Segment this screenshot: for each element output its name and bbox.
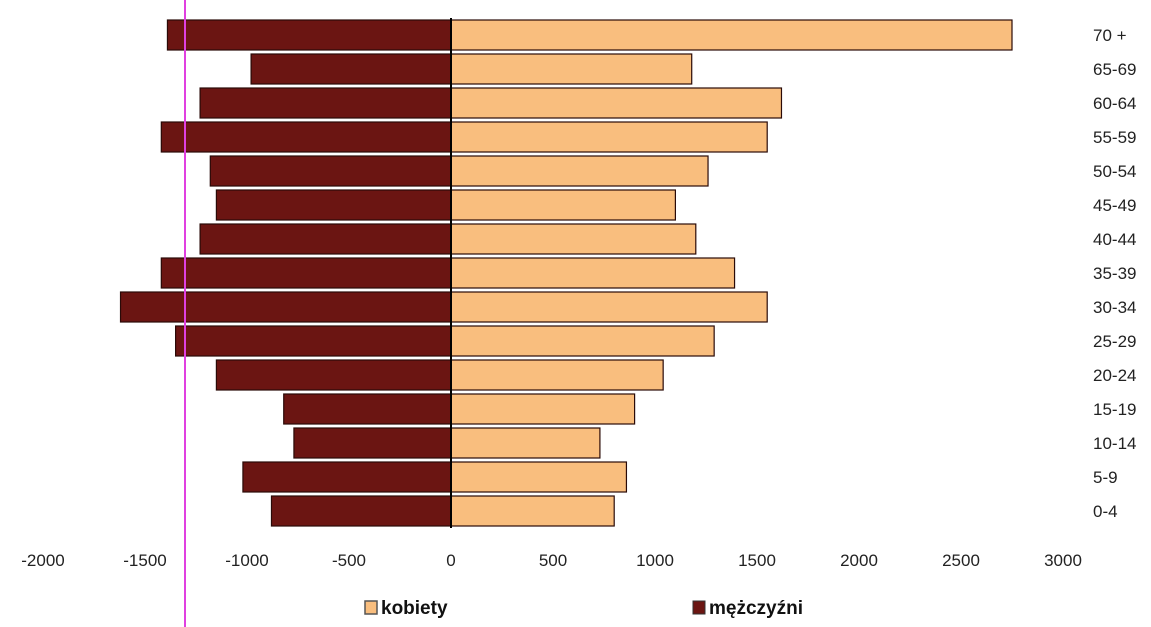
bar-mezczyzni-9 bbox=[175, 325, 452, 357]
bar-mezczyzni-7 bbox=[160, 257, 452, 289]
bar-mezczyzni-0 bbox=[166, 19, 452, 51]
category-label-2: 60-64 bbox=[1093, 94, 1136, 113]
bar-mezczyzni-11 bbox=[283, 393, 452, 425]
category-label-4: 50-54 bbox=[1093, 162, 1136, 181]
category-label-13: 5-9 bbox=[1093, 468, 1118, 487]
bar-mezczyzni-2 bbox=[199, 87, 452, 119]
bar-mezczyzni-10 bbox=[215, 359, 452, 391]
x-tick-label-0: -2000 bbox=[21, 551, 64, 570]
x-tick-label-4: 0 bbox=[446, 551, 455, 570]
x-tick-label-7: 1500 bbox=[738, 551, 776, 570]
x-tick-label-2: -1000 bbox=[225, 551, 268, 570]
x-tick-label-5: 500 bbox=[539, 551, 567, 570]
category-label-14: 0-4 bbox=[1093, 502, 1118, 521]
x-tick-label-1: -1500 bbox=[123, 551, 166, 570]
x-tick-label-10: 3000 bbox=[1044, 551, 1082, 570]
bar-kobiety-0 bbox=[450, 19, 1013, 51]
category-label-1: 65-69 bbox=[1093, 60, 1136, 79]
category-label-8: 30-34 bbox=[1093, 298, 1136, 317]
bar-mezczyzni-6 bbox=[199, 223, 452, 255]
bar-mezczyzni-4 bbox=[209, 155, 452, 187]
x-tick-label-8: 2000 bbox=[840, 551, 878, 570]
bar-mezczyzni-13 bbox=[242, 461, 452, 493]
bar-kobiety-5 bbox=[450, 189, 676, 221]
bars-group bbox=[119, 19, 1013, 527]
bar-kobiety-1 bbox=[450, 53, 693, 85]
legend: kobiety mężczyźni bbox=[364, 598, 803, 619]
bar-mezczyzni-14 bbox=[270, 495, 452, 527]
bar-kobiety-3 bbox=[450, 121, 768, 153]
bar-mezczyzni-12 bbox=[293, 427, 452, 459]
category-label-7: 35-39 bbox=[1093, 264, 1136, 283]
category-label-9: 25-29 bbox=[1093, 332, 1136, 351]
category-labels: 70 + 65-69 60-64 55-59 50-54 45-49 40-44 35-39 3… bbox=[1093, 26, 1136, 521]
bar-kobiety-13 bbox=[450, 461, 628, 493]
bar-mezczyzni-5 bbox=[215, 189, 452, 221]
x-tick-label-3: -500 bbox=[332, 551, 366, 570]
bar-kobiety-11 bbox=[450, 393, 636, 425]
bar-kobiety-12 bbox=[450, 427, 601, 459]
bar-kobiety-7 bbox=[450, 257, 736, 289]
bar-kobiety-6 bbox=[450, 223, 697, 255]
bar-kobiety-14 bbox=[450, 495, 615, 527]
bar-kobiety-4 bbox=[450, 155, 709, 187]
x-tick-labels: -2000 -1500 -1000 -500 0 500 1000 1500 2000 2500 3… bbox=[21, 551, 1082, 570]
bar-kobiety-8 bbox=[450, 291, 768, 323]
x-tick-label-6: 1000 bbox=[636, 551, 674, 570]
bar-kobiety-2 bbox=[450, 87, 783, 119]
category-label-5: 45-49 bbox=[1093, 196, 1136, 215]
legend-swatch-kobiety bbox=[364, 600, 378, 615]
category-label-3: 55-59 bbox=[1093, 128, 1136, 147]
category-label-10: 20-24 bbox=[1093, 366, 1136, 385]
legend-label-mezczyzni: mężczyźni bbox=[709, 598, 803, 619]
bar-mezczyzni-3 bbox=[160, 121, 452, 153]
category-label-0: 70 + bbox=[1093, 26, 1127, 45]
bar-kobiety-9 bbox=[450, 325, 715, 357]
category-label-11: 15-19 bbox=[1093, 400, 1136, 419]
x-tick-label-9: 2500 bbox=[942, 551, 980, 570]
category-label-6: 40-44 bbox=[1093, 230, 1136, 249]
bar-kobiety-10 bbox=[450, 359, 664, 391]
category-label-12: 10-14 bbox=[1093, 434, 1136, 453]
legend-swatch-mezczyzni bbox=[692, 600, 706, 615]
bar-mezczyzni-8 bbox=[119, 291, 452, 323]
bar-mezczyzni-1 bbox=[250, 53, 452, 85]
legend-label-kobiety: kobiety bbox=[381, 598, 448, 619]
